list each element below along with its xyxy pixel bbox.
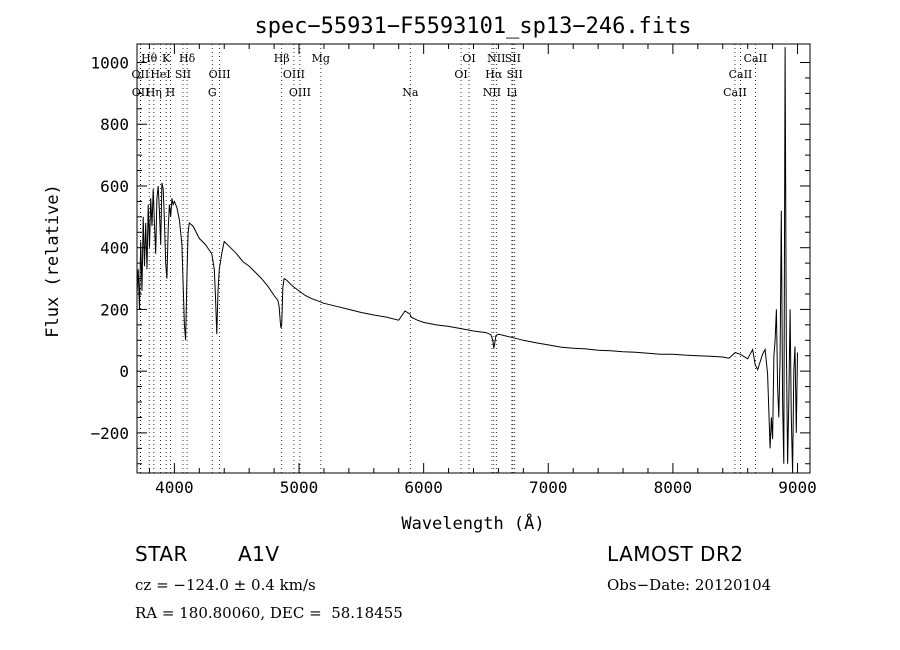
x-tick-label-5000: 5000: [280, 478, 319, 497]
plot-frame: [136, 43, 811, 474]
line-label-6: NII: [487, 52, 505, 65]
line-label-2: Hδ: [179, 52, 196, 65]
line-label-17: CaII: [729, 68, 753, 81]
line-label-3: Hβ: [274, 52, 290, 65]
line-label-25: Li: [506, 86, 517, 99]
line-label-18: OII: [132, 86, 150, 99]
coordinates-readout: RA = 180.80060, DEC = 58.18455: [135, 604, 403, 622]
line-label-9: OII: [132, 68, 150, 81]
x-tick-label-7000: 7000: [529, 478, 568, 497]
line-label-10: HeI: [150, 68, 170, 81]
line-label-24: NII: [483, 86, 501, 99]
object-class: STAR: [135, 542, 188, 566]
redshift-readout: cz = −124.0 ± 0.4 km/s: [135, 576, 316, 594]
line-label-14: OI: [454, 68, 467, 81]
chart-title: spec−55931−F5593101_sp13−246.fits: [254, 14, 691, 39]
line-label-12: OIII: [209, 68, 231, 81]
object-subclass: A1V: [238, 542, 280, 566]
line-label-15: Hα: [485, 68, 503, 81]
y-tick-label--200: −200: [90, 424, 129, 443]
line-label-22: OIII: [289, 86, 311, 99]
y-tick-label-200: 200: [100, 300, 129, 319]
line-label-21: G: [208, 86, 217, 99]
line-label-11: SII: [175, 68, 191, 81]
observation-date: Obs−Date: 20120104: [607, 576, 772, 594]
spectrum-series-line: [136, 47, 798, 474]
line-label-7: SII: [505, 52, 521, 65]
x-tick-label-8000: 8000: [654, 478, 693, 497]
line-label-1: K: [162, 52, 171, 65]
line-label-26: CaII: [723, 86, 747, 99]
x-axis-label: Wavelength (Å): [401, 512, 544, 534]
y-tick-label-600: 600: [100, 177, 129, 196]
line-label-5: OI: [462, 52, 475, 65]
line-label-13: OIII: [283, 68, 305, 81]
line-label-19: Hη: [146, 86, 162, 99]
x-tick-label-9000: 9000: [778, 478, 817, 497]
y-tick-label-400: 400: [100, 239, 129, 258]
y-tick-label-800: 800: [100, 115, 129, 134]
y-axis-label: Flux (relative): [43, 184, 63, 338]
line-label-23: Na: [402, 86, 419, 99]
line-label-20: H: [166, 86, 176, 99]
x-tick-label-4000: 4000: [155, 478, 194, 497]
line-label-4: Mg: [312, 52, 330, 65]
line-label-16: SII: [507, 68, 523, 81]
y-tick-label-0: 0: [119, 362, 129, 381]
survey-name: LAMOST DR2: [607, 542, 744, 566]
x-tick-label-6000: 6000: [404, 478, 443, 497]
axis-ticks: 4000 5000 6000 7000 8000 9000 −200 0 200 400 600 80…: [90, 44, 817, 497]
line-label-8: CaII: [744, 52, 768, 65]
line-label-0: Hθ: [141, 52, 158, 65]
y-tick-label-1000: 1000: [90, 54, 129, 73]
spectral-line-markers: [139, 44, 756, 473]
